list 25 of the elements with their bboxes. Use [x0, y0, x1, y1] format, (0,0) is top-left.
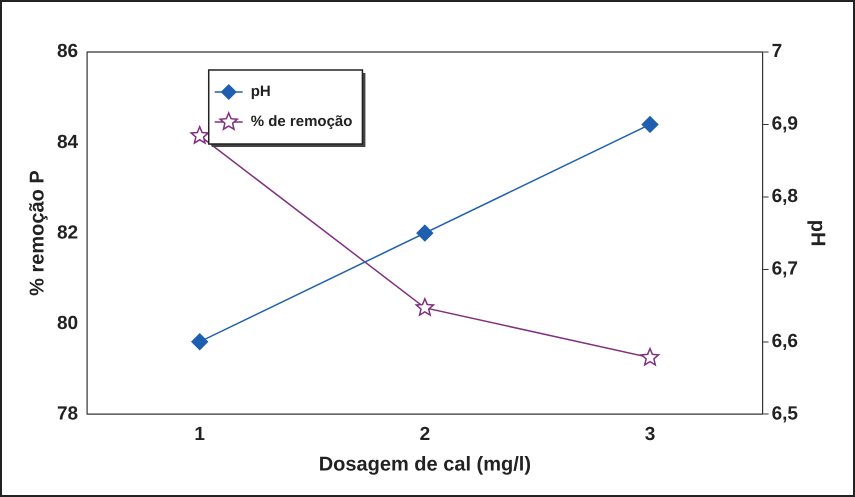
y-axis-title: % remoção P — [26, 170, 49, 296]
y2-tick-label: 6,7 — [772, 258, 798, 280]
point — [191, 333, 208, 350]
point — [190, 126, 210, 144]
y-tick-label: 78 — [56, 403, 78, 424]
y2-tick-label: 7 — [772, 41, 782, 62]
y2-axis-title: pH — [806, 220, 828, 246]
y-tick-label: 86 — [56, 41, 78, 62]
y-tick-label: 84 — [56, 132, 79, 153]
point — [642, 116, 659, 133]
x-tick-label: 2 — [420, 424, 430, 445]
legend-label: % de remoção — [250, 113, 352, 130]
y-tick-label: 80 — [56, 312, 78, 334]
x-tick-label: 1 — [194, 424, 206, 445]
point — [416, 224, 434, 242]
y2-tick-label: 6,8 — [772, 186, 798, 208]
y2-tick-label: 6,6 — [772, 330, 798, 352]
point — [640, 348, 660, 366]
x-tick-label: 3 — [644, 424, 656, 445]
x-axis-title: Dosagem de cal (mg/l) — [318, 454, 531, 476]
y-tick-label: 82 — [56, 222, 78, 244]
point — [416, 298, 434, 316]
y2-tick-label: 6,9 — [772, 114, 798, 135]
y2-tick-label: 6,5 — [772, 403, 798, 424]
legend-label: pH — [250, 83, 271, 100]
